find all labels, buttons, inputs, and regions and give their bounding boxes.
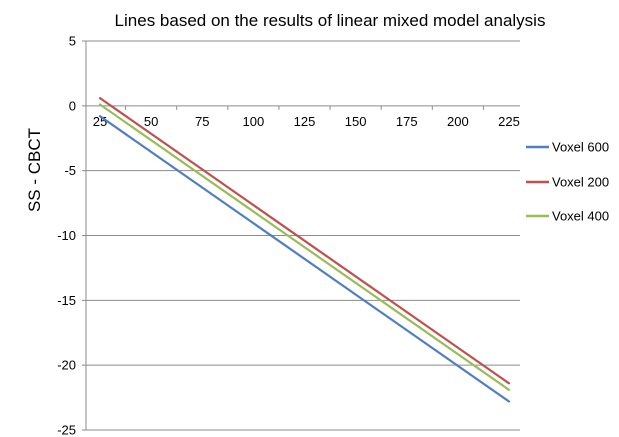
x-tick-label: 200 — [447, 114, 469, 129]
x-tick-label: 150 — [345, 114, 367, 129]
legend: Voxel 600 Voxel 200 Voxel 400 — [526, 140, 609, 224]
x-tick-labels: 25 50 75 100 125 150 175 200 225 — [93, 114, 520, 129]
gridlines — [86, 40, 520, 431]
y-tick-label: -10 — [57, 228, 76, 243]
y-tick-label: 5 — [69, 34, 76, 49]
y-tick-label: -20 — [57, 358, 76, 373]
legend-label-voxel-200: Voxel 200 — [552, 175, 609, 190]
x-tick-label: 50 — [144, 114, 158, 129]
x-tick-label: 125 — [294, 114, 316, 129]
y-tick-label: 0 — [69, 98, 76, 113]
series-lines — [98, 96, 511, 403]
y-axis-label: SS - CBCT — [25, 128, 44, 212]
y-tick-labels: 5 0 -5 -10 -15 -20 -25 — [57, 34, 76, 437]
series-line-voxel-400 — [98, 103, 511, 391]
x-tick-label: 75 — [195, 114, 209, 129]
y-tick-label: -5 — [64, 163, 76, 178]
x-tick-label: 225 — [498, 114, 520, 129]
axes — [82, 40, 520, 431]
y-tick-label: -25 — [57, 423, 76, 437]
chart-title: Lines based on the results of linear mix… — [115, 11, 546, 30]
legend-label-voxel-400: Voxel 400 — [552, 209, 609, 224]
series-line-voxel-200 — [98, 96, 511, 385]
legend-label-voxel-600: Voxel 600 — [552, 140, 609, 155]
series-line-voxel-600 — [98, 115, 511, 403]
y-tick-label: -15 — [57, 293, 76, 308]
x-tick-label: 100 — [243, 114, 265, 129]
x-tick-label: 175 — [396, 114, 418, 129]
